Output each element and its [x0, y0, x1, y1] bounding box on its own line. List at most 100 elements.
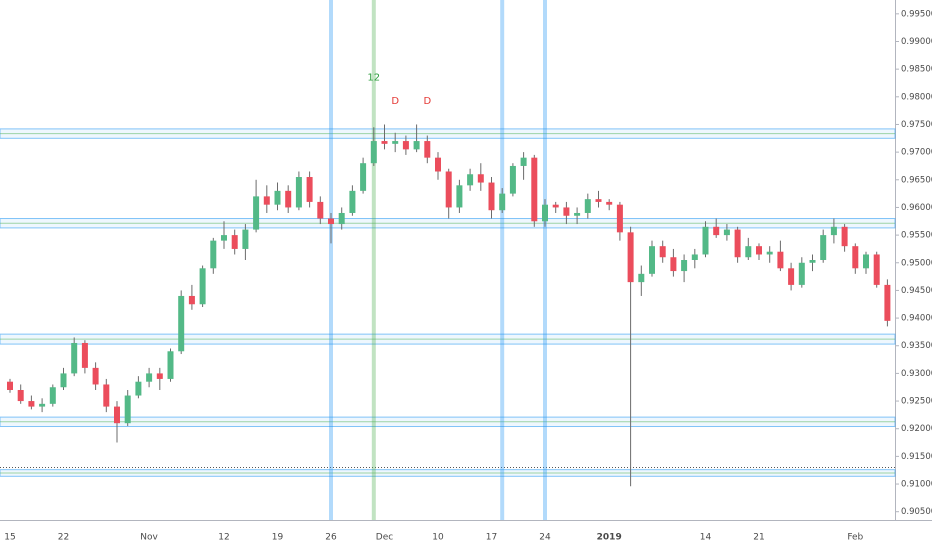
candle-body	[253, 196, 260, 230]
candle-body	[638, 273, 645, 283]
candle-body	[734, 229, 741, 258]
candle-body	[135, 381, 142, 396]
candle-body	[263, 196, 270, 205]
candle-body	[477, 174, 484, 183]
candle-body	[595, 199, 602, 202]
candle-body	[7, 381, 13, 390]
candle-body	[467, 174, 474, 186]
candle-body	[852, 246, 859, 269]
candle-body	[509, 165, 516, 194]
candle-body	[702, 226, 709, 255]
annotation: D	[391, 96, 399, 107]
candle-body	[445, 171, 452, 208]
candle-body	[17, 390, 24, 402]
candle-body	[295, 177, 302, 208]
candle-body	[413, 141, 420, 150]
x-tick-label: 10	[432, 533, 444, 543]
candle-body	[114, 406, 120, 424]
candle-body	[606, 201, 613, 205]
candle-body	[188, 295, 195, 305]
candle-body	[210, 240, 217, 269]
x-tick-label: Dec	[376, 533, 393, 543]
candle-body	[552, 204, 559, 208]
candle-body	[317, 201, 324, 219]
candle-body	[71, 342, 78, 374]
y-tick-label: 0.99500	[901, 9, 932, 19]
candle-body	[863, 254, 869, 269]
candle-body	[670, 257, 677, 272]
candle-body	[788, 268, 795, 285]
candle-body	[873, 254, 880, 285]
candle-body	[756, 246, 762, 255]
candle-body	[841, 226, 848, 247]
x-tick-label: 24	[539, 533, 551, 543]
candle-body	[542, 204, 548, 222]
candle-body	[745, 246, 752, 258]
candle-body	[92, 367, 99, 385]
candle-body	[146, 373, 153, 382]
candle-body	[199, 268, 206, 305]
vertical-marker	[543, 0, 547, 520]
candle-body	[381, 141, 388, 144]
candle-body	[231, 235, 238, 249]
candle-body	[370, 141, 377, 164]
candle-body	[691, 254, 698, 260]
candle-body	[713, 226, 720, 236]
x-tick-label: Nov	[140, 533, 158, 543]
candle-body	[884, 284, 891, 321]
candle-body	[60, 373, 67, 388]
candle-body	[39, 403, 46, 407]
candle-body	[178, 295, 185, 352]
candle-body	[424, 141, 431, 158]
vertical-marker	[329, 0, 333, 520]
candle-body	[616, 204, 623, 233]
annotation: D	[423, 96, 431, 107]
candle-body	[338, 212, 345, 225]
candle-body	[274, 190, 281, 205]
candle-body	[103, 384, 110, 407]
candle-body	[392, 141, 399, 144]
candle-body	[402, 141, 409, 150]
x-tick-label: 22	[58, 533, 69, 543]
candle-body	[627, 232, 634, 283]
candle-body	[830, 226, 837, 236]
x-tick-label: Feb	[847, 533, 863, 543]
candle-body	[221, 235, 227, 241]
candle-body	[809, 260, 816, 263]
candle-body	[531, 157, 538, 222]
candle-body	[777, 251, 784, 269]
candle-body	[563, 207, 570, 216]
candle-body	[81, 342, 88, 368]
candle-body	[167, 351, 174, 379]
x-tick-label: 12	[218, 533, 229, 543]
x-tick-label: 14	[700, 533, 712, 543]
candle-body	[766, 251, 773, 255]
x-tick-label: 21	[753, 533, 764, 543]
candle-body	[349, 190, 356, 213]
x-tick-label: 19	[272, 533, 284, 543]
x-tick-label: 2019	[597, 533, 622, 543]
candle-body	[124, 395, 131, 424]
candle-body	[488, 182, 495, 211]
candle-body	[435, 157, 441, 172]
x-tick-label: 26	[325, 533, 337, 543]
candle-body	[723, 229, 730, 236]
